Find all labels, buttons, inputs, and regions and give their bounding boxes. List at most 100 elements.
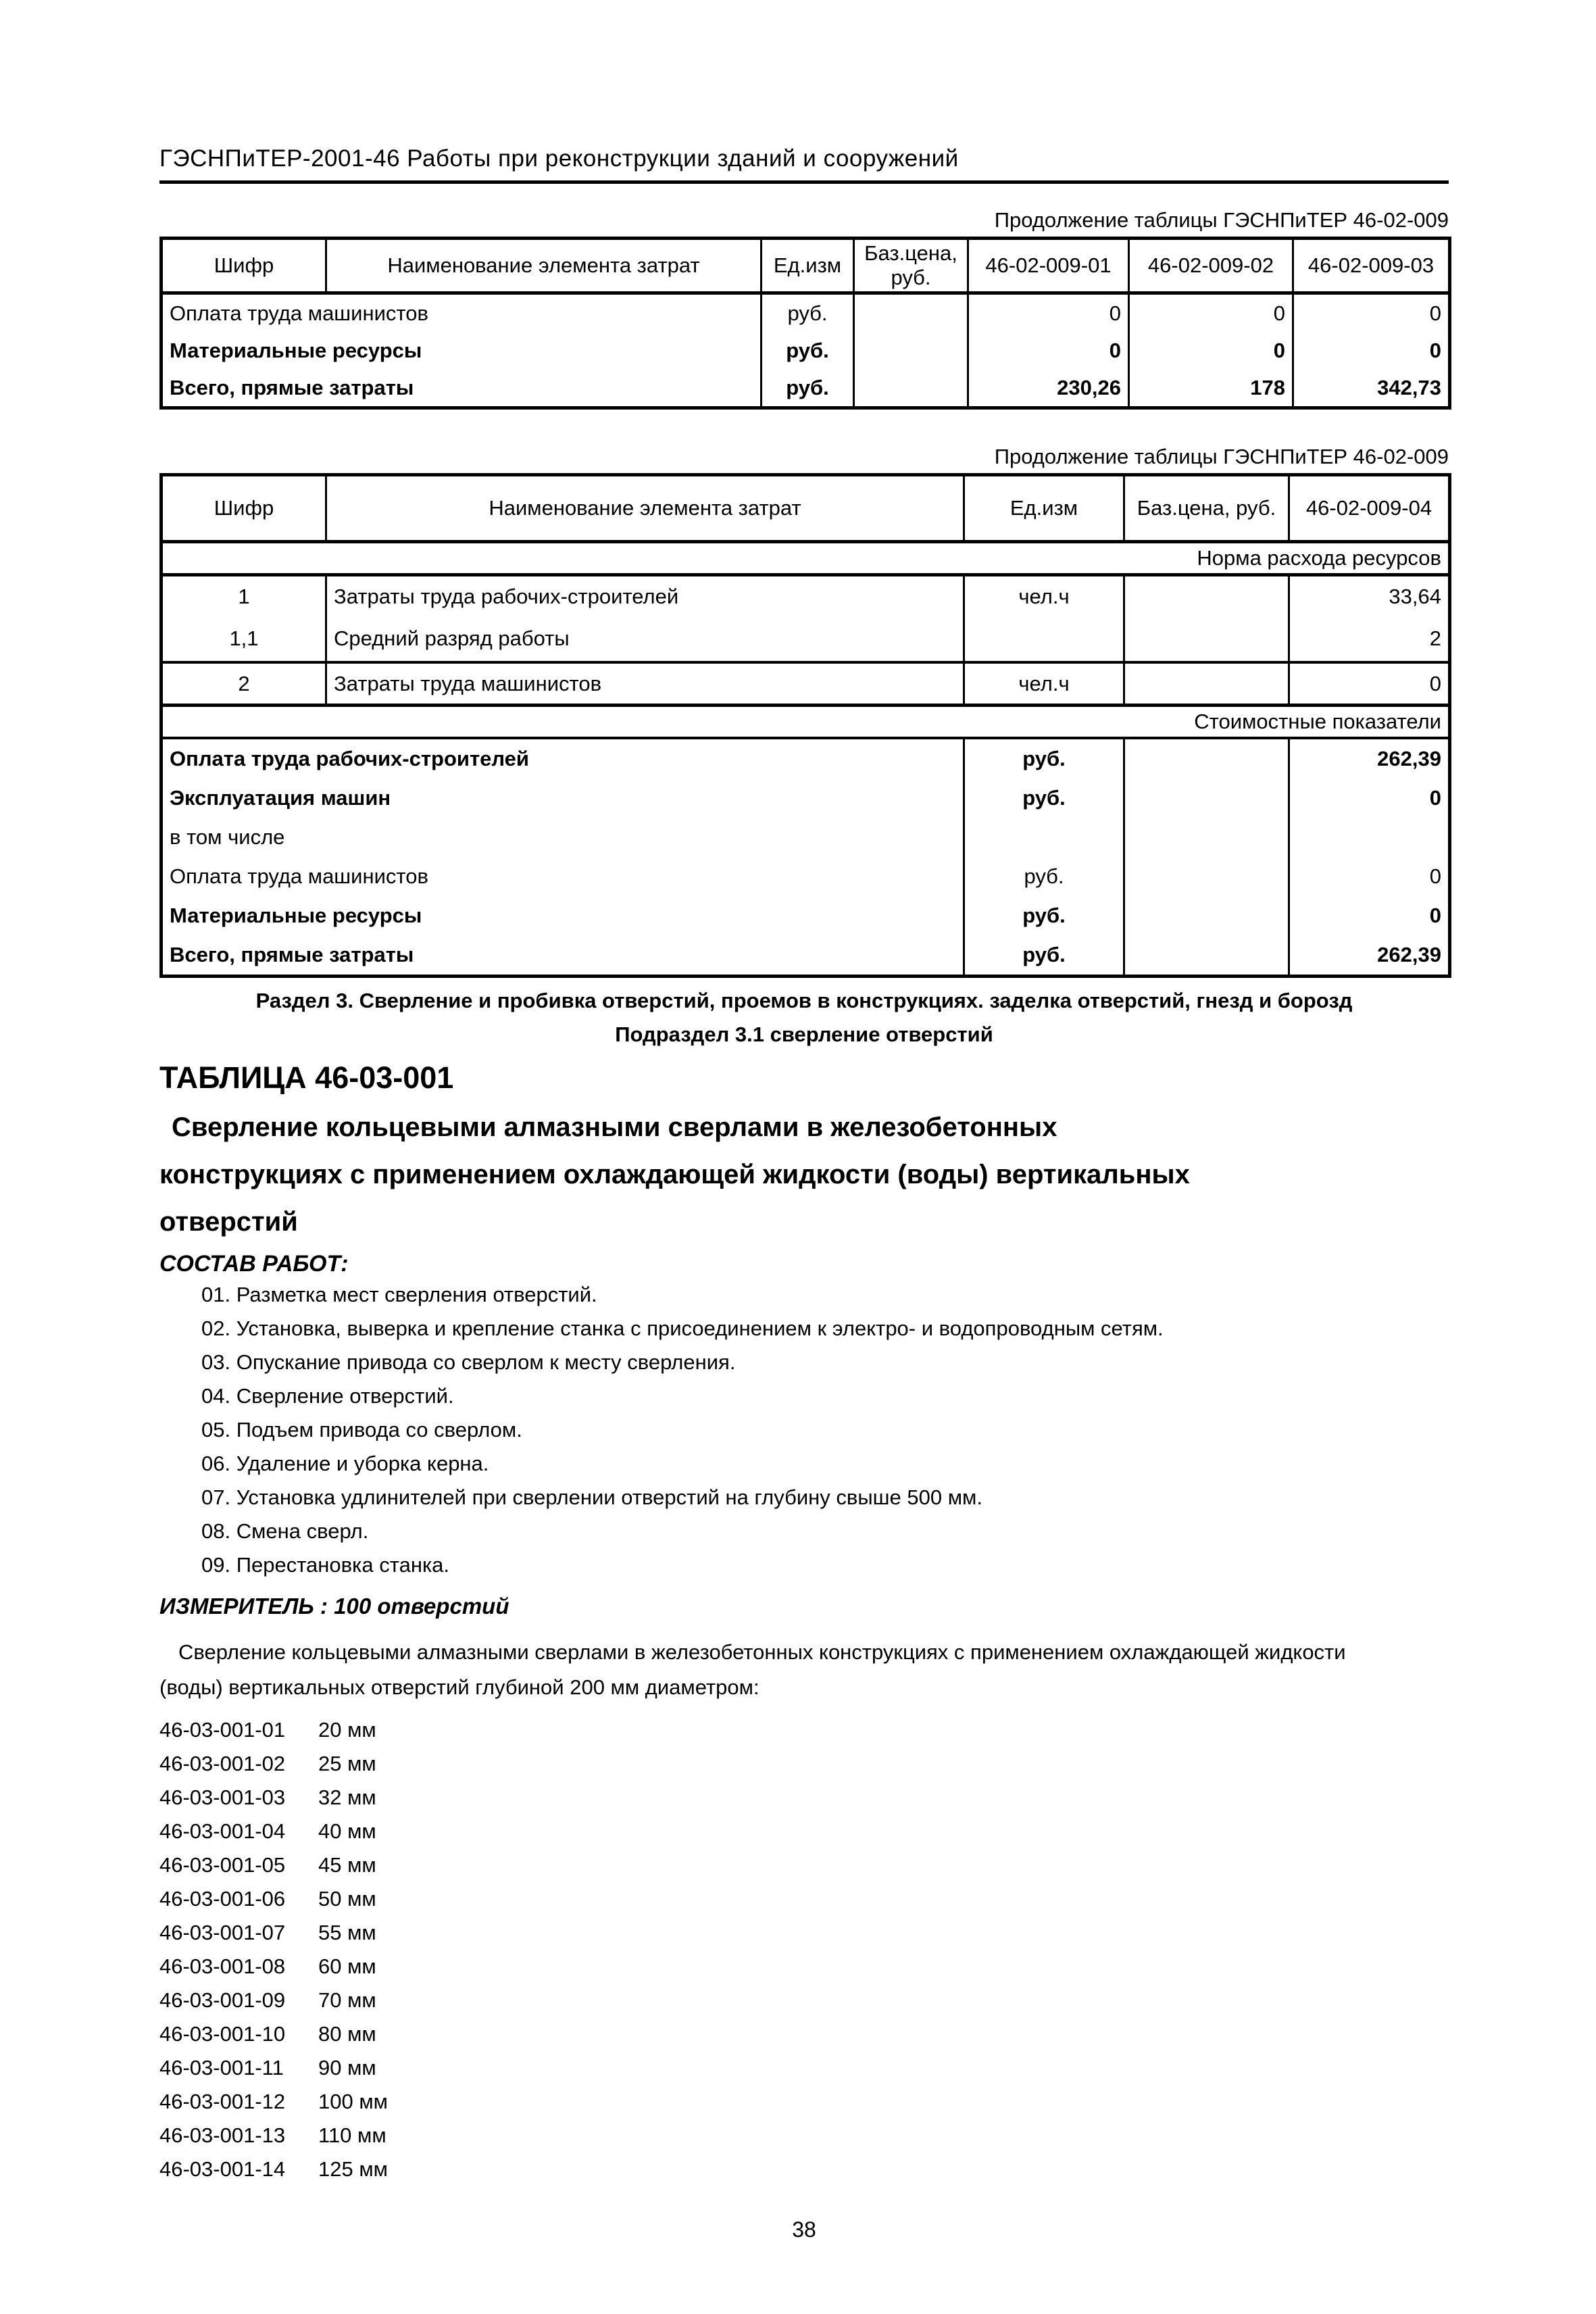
unit-cell: руб. bbox=[760, 293, 855, 332]
list-item: 46-03-001-08 60 мм bbox=[159, 1950, 1449, 1984]
description-line: Сверление кольцевыми алмазными сверлами … bbox=[178, 1640, 1346, 1664]
t1-header-base: Баз.цена, руб. bbox=[853, 237, 969, 295]
table-row: Материальные ресурсы руб. 0 0 0 bbox=[160, 332, 1451, 369]
item-size: 20 мм bbox=[318, 1718, 376, 1742]
value-cell: 0 bbox=[1288, 896, 1451, 935]
list-item: 46-03-001-03 32 мм bbox=[159, 1781, 1449, 1815]
table-row: Всего, прямые затраты руб. 230,26 178 34… bbox=[160, 369, 1451, 408]
list-item: 03. Опускание привода со сверлом к месту… bbox=[201, 1350, 736, 1374]
subsection-heading: Подраздел 3.1 сверление отверстий bbox=[615, 1023, 993, 1046]
t1-header-c2: 46-02-009-02 bbox=[1128, 237, 1294, 295]
code-list: 46-03-001-01 20 мм 46-03-001-02 25 мм 46-0… bbox=[159, 1713, 1449, 2186]
value-cell: 0 bbox=[1288, 779, 1451, 818]
norm-section-label: Норма расхода ресурсов bbox=[161, 541, 1450, 576]
value-cell: 230,26 bbox=[967, 369, 1130, 408]
item-size: 60 мм bbox=[318, 1954, 376, 1978]
unit-cell: руб. bbox=[963, 857, 1125, 896]
unit-cell bbox=[963, 616, 1125, 664]
item-size: 45 мм bbox=[318, 1853, 376, 1877]
item-code: 46-03-001-05 bbox=[159, 1853, 286, 1877]
unit-cell: руб. bbox=[963, 935, 1125, 977]
table-row: Эксплуатация машин руб. 0 bbox=[160, 779, 1451, 818]
t1-header-c3: 46-02-009-03 bbox=[1292, 237, 1451, 295]
item-code: 46-03-001-14 bbox=[159, 2157, 286, 2181]
list-item: 46-03-001-11 90 мм bbox=[159, 2051, 1449, 2085]
item-size: 50 мм bbox=[318, 1887, 376, 1911]
base-cell bbox=[1123, 857, 1290, 896]
list-item: 46-03-001-10 80 мм bbox=[159, 2017, 1449, 2051]
sostav-rabot-label: СОСТАВ РАБОТ: bbox=[159, 1251, 349, 1277]
t1-header-unit: Ед.изм bbox=[760, 237, 855, 295]
list-item: 46-03-001-01 20 мм bbox=[159, 1713, 1449, 1747]
table-row: 1 Затраты труда рабочих-строителей чел.ч… bbox=[160, 574, 1451, 616]
table1: Шифр Наименование элемента затрат Ед.изм… bbox=[159, 237, 1451, 410]
item-code: 46-03-001-12 bbox=[159, 2090, 286, 2113]
table-row: Всего, прямые затраты руб. 262,39 bbox=[160, 935, 1451, 977]
item-size: 40 мм bbox=[318, 1819, 376, 1843]
value-cell: 0 bbox=[1292, 293, 1451, 332]
base-cell bbox=[1123, 616, 1290, 664]
unit-cell: чел.ч bbox=[963, 662, 1125, 707]
name-cell: Всего, прямые затраты bbox=[160, 369, 762, 408]
unit-cell: руб. bbox=[963, 779, 1125, 818]
description-paragraph: Сверление кольцевыми алмазными сверлами … bbox=[159, 1635, 1449, 1705]
table1-header-row: Шифр Наименование элемента затрат Ед.изм… bbox=[160, 237, 1451, 295]
value-cell: 262,39 bbox=[1288, 738, 1451, 779]
izmeritel-label: ИЗМЕРИТЕЛЬ : 100 отверстий bbox=[159, 1594, 509, 1619]
item-code: 46-03-001-01 bbox=[159, 1718, 286, 1742]
name-cell: Затраты труда рабочих-строителей bbox=[325, 574, 965, 616]
item-code: 46-03-001-03 bbox=[159, 1786, 286, 1809]
value-cell: 0 bbox=[1128, 293, 1294, 332]
name-cell: Всего, прямые затраты bbox=[160, 935, 965, 977]
table2: Шифр Наименование элемента затрат Ед.изм… bbox=[159, 473, 1451, 978]
name-cell: Средний разряд работы bbox=[325, 616, 965, 664]
list-item: 09. Перестановка станка. bbox=[201, 1553, 450, 1577]
t1-header-name: Наименование элемента затрат bbox=[325, 237, 762, 295]
item-code: 46-03-001-02 bbox=[159, 1752, 286, 1775]
t2-header-unit: Ед.изм bbox=[963, 474, 1125, 543]
name-cell: Эксплуатация машин bbox=[160, 779, 965, 818]
item-size: 55 мм bbox=[318, 1921, 376, 1944]
list-item: 46-03-001-04 40 мм bbox=[159, 1815, 1449, 1848]
list-item: 08. Смена сверл. bbox=[201, 1519, 369, 1543]
item-size: 125 мм bbox=[318, 2157, 388, 2181]
list-item: 46-03-001-14 125 мм bbox=[159, 2152, 1449, 2186]
table-row: Оплата труда машинистов руб. 0 0 0 bbox=[160, 293, 1451, 332]
base-cell bbox=[1123, 574, 1290, 616]
unit-cell: руб. bbox=[963, 738, 1125, 779]
value-cell: 2 bbox=[1288, 616, 1451, 664]
list-item: 07. Установка удлинителей при сверлении … bbox=[201, 1485, 982, 1509]
value-cell: 33,64 bbox=[1288, 574, 1451, 616]
item-size: 80 мм bbox=[318, 2022, 376, 2046]
name-cell: Оплата труда машинистов bbox=[160, 857, 965, 896]
list-item: 06. Удаление и уборка керна. bbox=[201, 1452, 489, 1475]
list-item: 46-03-001-12 100 мм bbox=[159, 2085, 1449, 2119]
item-code: 46-03-001-04 bbox=[159, 1819, 286, 1843]
base-cell bbox=[853, 293, 969, 332]
item-code: 46-03-001-11 bbox=[159, 2056, 284, 2079]
list-item: 46-03-001-06 50 мм bbox=[159, 1882, 1449, 1916]
name-cell: Оплата труда машинистов bbox=[160, 293, 762, 332]
work-heading: Сверление кольцевыми алмазными сверлами … bbox=[159, 1104, 1449, 1246]
list-item: 02. Установка, выверка и крепление станк… bbox=[201, 1316, 1164, 1340]
code-cell: 2 bbox=[160, 662, 327, 707]
page-content: ГЭСНПиТЕР-2001-46 Работы при реконструкц… bbox=[159, 145, 1451, 2242]
t1-header-code: Шифр bbox=[160, 237, 327, 295]
item-size: 100 мм bbox=[318, 2090, 388, 2113]
base-cell bbox=[1123, 738, 1290, 779]
name-cell: Материальные ресурсы bbox=[160, 332, 762, 369]
name-cell: в том числе bbox=[160, 818, 965, 857]
name-cell: Оплата труда рабочих-строителей bbox=[160, 738, 965, 779]
item-code: 46-03-001-07 bbox=[159, 1921, 286, 1944]
section-heading: Раздел 3. Сверление и пробивка отверстий… bbox=[255, 989, 1353, 1012]
cost-section-label: Стоимостные показатели bbox=[161, 705, 1450, 739]
value-cell: 0 bbox=[1288, 857, 1451, 896]
t2-header-c1: 46-02-009-04 bbox=[1288, 474, 1451, 543]
item-code: 46-03-001-10 bbox=[159, 2022, 286, 2046]
table2-header-row: Шифр Наименование элемента затрат Ед.изм… bbox=[160, 474, 1451, 543]
item-size: 32 мм bbox=[318, 1786, 376, 1809]
list-item: 46-03-001-02 25 мм bbox=[159, 1747, 1449, 1781]
base-cell bbox=[1123, 818, 1290, 857]
value-cell bbox=[1288, 818, 1451, 857]
list-item: 01. Разметка мест сверления отверстий. bbox=[201, 1283, 597, 1306]
